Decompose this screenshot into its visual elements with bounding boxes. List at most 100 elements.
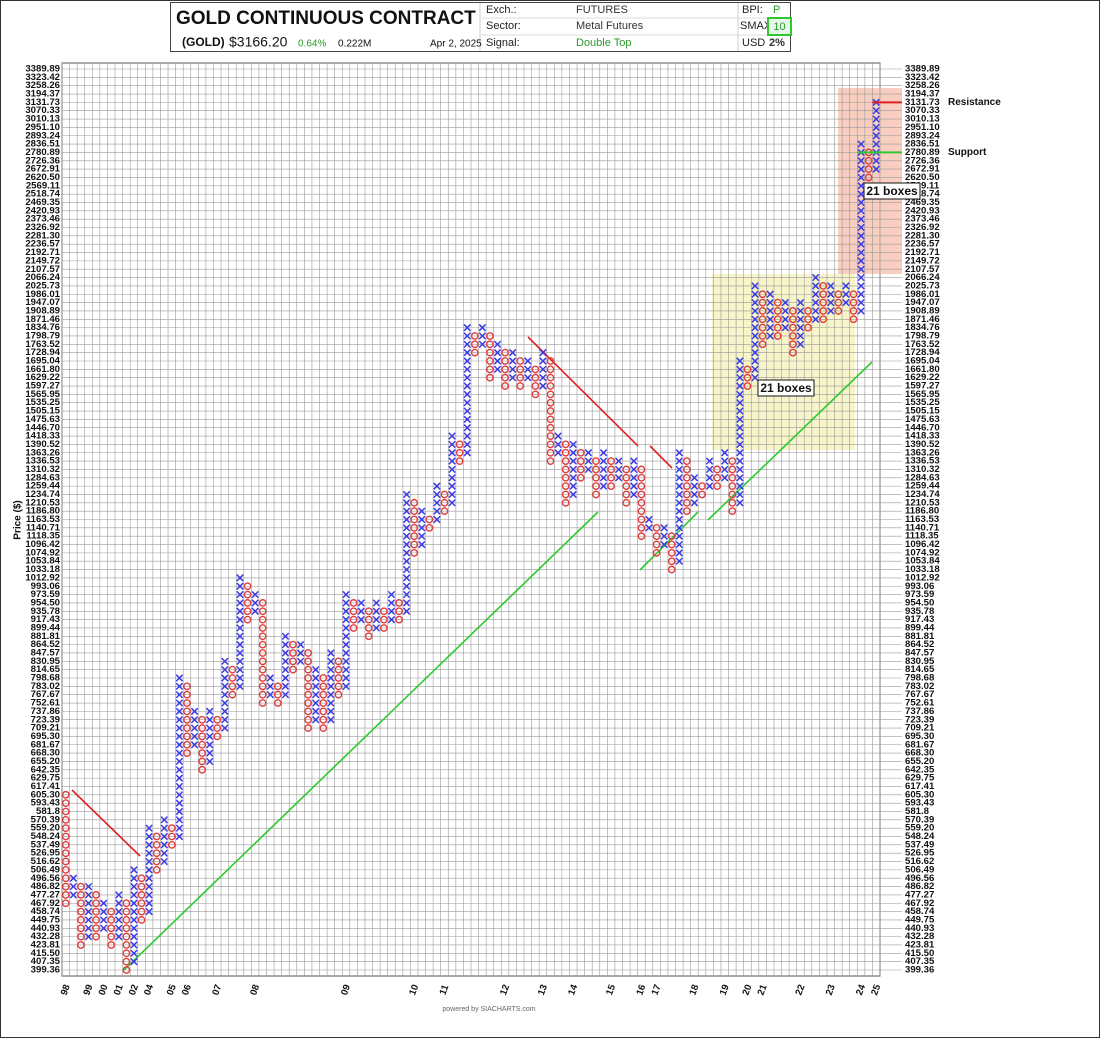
x-box (630, 465, 638, 474)
y-tick-label: 2893.24 (25, 130, 60, 141)
x-box (736, 457, 744, 465)
x-box (327, 657, 335, 666)
o-column (137, 874, 146, 924)
y-tick-label-right: 449.75 (905, 914, 935, 925)
x-box (463, 332, 471, 340)
x-box (357, 599, 365, 607)
o-box (228, 682, 237, 691)
x-box (478, 323, 487, 332)
x-box (524, 373, 532, 382)
o-box (334, 674, 343, 682)
x-box (130, 932, 138, 941)
o-box (622, 482, 631, 491)
y-tick-label: 3010.13 (25, 114, 60, 125)
o-box (92, 907, 100, 916)
x-box (463, 440, 471, 449)
x-box (175, 774, 184, 782)
o-box (546, 357, 555, 365)
o-box (289, 665, 297, 674)
o-box (92, 924, 100, 933)
y-tick-label-right: 3389.89 (905, 64, 940, 75)
o-column (395, 599, 403, 624)
y-tick-label-right: 2951.10 (905, 122, 940, 133)
x-year-label: 23 (824, 983, 838, 997)
x-box (630, 482, 638, 490)
o-box (561, 457, 570, 465)
x-box (872, 165, 880, 173)
usd-value: 2% (769, 37, 785, 49)
y-tick-label-right: 1012.92 (905, 572, 940, 583)
y-tick-label: 1947.07 (25, 297, 60, 308)
o-box (546, 415, 555, 424)
o-box (546, 373, 555, 382)
x-box (312, 707, 320, 716)
x-box (84, 932, 93, 941)
x-box (690, 482, 699, 490)
y-tick-label: 1834.76 (25, 322, 60, 333)
o-box (273, 699, 282, 707)
y-tick-label-right: 1418.33 (905, 431, 940, 442)
o-box (637, 482, 646, 491)
o-box (622, 465, 631, 474)
x-box (84, 907, 93, 916)
x-column (312, 665, 320, 724)
o-box (243, 590, 252, 599)
o-box (531, 382, 540, 390)
x-box (751, 307, 759, 315)
y-tick-label: 3323.42 (25, 72, 60, 83)
o-column (637, 465, 646, 541)
o-box (592, 465, 600, 474)
x-column (569, 440, 577, 499)
x-box (524, 357, 532, 365)
o-box (728, 465, 737, 474)
x-box (130, 916, 138, 924)
x-box (145, 849, 153, 857)
o-box (410, 548, 419, 557)
o-box (77, 891, 85, 899)
y-tick-label: 993.06 (31, 581, 60, 592)
o-box (183, 724, 191, 732)
o-column (501, 348, 509, 390)
x-box (387, 615, 396, 624)
o-box (501, 348, 509, 357)
o-box (758, 315, 767, 324)
o-box (758, 340, 767, 349)
y-tick-label-right: 881.81 (905, 631, 935, 642)
x-box (857, 290, 865, 298)
y-tick-label: 1310.32 (25, 464, 60, 475)
o-box (576, 448, 585, 457)
o-box (258, 674, 267, 682)
x-column (115, 891, 123, 941)
y-tick-label-right: 3194.37 (905, 89, 940, 100)
x-box (99, 916, 108, 924)
y-tick-label-right: 432.28 (905, 931, 935, 942)
y-tick-label-right: 1363.26 (905, 447, 940, 458)
x-box (205, 716, 214, 724)
y-tick-label: 449.75 (31, 914, 61, 925)
x-box (857, 140, 865, 148)
x-box (463, 449, 471, 457)
x-box (433, 515, 441, 524)
y-tick-label-right: 629.75 (905, 773, 935, 784)
x-box (327, 674, 335, 682)
o-box (304, 657, 313, 666)
x-box (236, 640, 244, 649)
o-box (773, 323, 782, 332)
x-column (327, 649, 335, 724)
x-box (130, 891, 138, 899)
o-box (637, 490, 646, 499)
x-box (508, 373, 517, 382)
x-box (645, 524, 653, 532)
x-column (236, 574, 244, 691)
x-box (327, 690, 335, 699)
o-box (789, 315, 797, 324)
smax-box (767, 17, 792, 36)
o-column (425, 515, 434, 532)
y-tick-label-right: 1505.15 (905, 406, 940, 417)
o-box (183, 690, 191, 699)
x-box (463, 407, 471, 415)
o-column (289, 640, 297, 674)
y-tick-label-right: 767.67 (905, 689, 934, 700)
x-column (842, 282, 850, 307)
